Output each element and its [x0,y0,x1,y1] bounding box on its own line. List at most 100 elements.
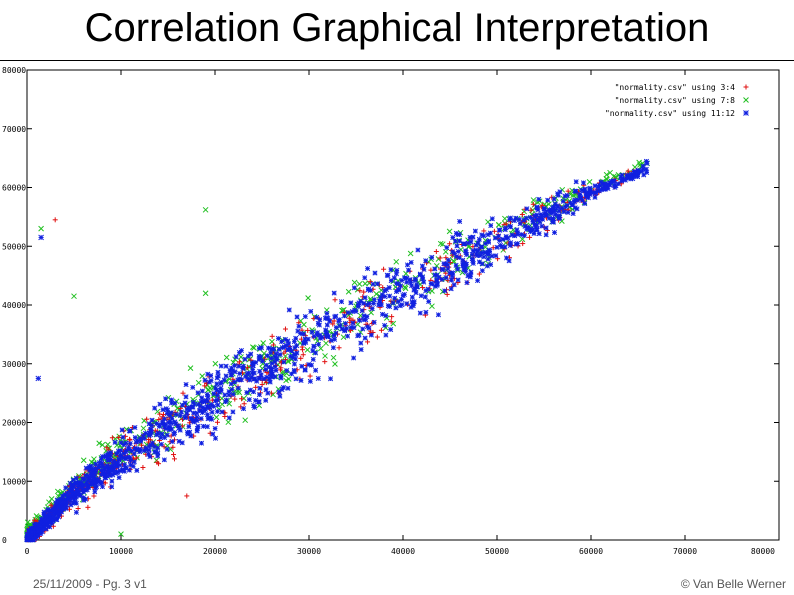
data-point [358,340,364,346]
data-point [134,455,140,461]
data-point [214,387,220,393]
data-point [507,216,513,223]
data-point [141,436,147,442]
data-point [46,499,52,506]
data-point [501,215,508,222]
data-point [91,456,97,462]
data-point [324,333,330,339]
data-point [161,457,167,463]
data-point [402,285,409,292]
data-point [316,322,322,328]
data-point [285,376,292,382]
data-point [479,261,485,267]
data-point [214,419,220,425]
data-point [541,206,547,212]
data-point [148,442,154,448]
data-point [543,232,549,238]
data-point [291,361,298,367]
data-point [460,241,467,247]
data-point [223,354,230,361]
data-point [570,211,576,217]
data-point [479,232,485,238]
data-point [485,232,491,238]
data-point [317,317,323,323]
data-point [171,431,177,437]
data-point [601,186,607,192]
data-point [158,441,164,447]
data-point [445,257,451,263]
data-point [428,267,434,273]
data-point [371,319,377,325]
data-point [360,326,366,332]
data-point [250,389,257,395]
data-point [178,409,184,415]
data-point [277,352,283,358]
data-point [592,183,598,189]
data-point [102,480,108,486]
x-tick-label: 20000 [203,547,227,556]
data-point [465,240,471,246]
data-point [238,354,244,360]
data-point [502,227,508,233]
data-point [88,481,94,487]
data-point [392,295,398,301]
data-point [253,384,259,390]
x-tick-label: 0 [25,547,30,556]
data-point [157,411,163,417]
data-point [206,379,212,385]
data-point [212,435,219,441]
data-point [122,462,128,468]
data-point [122,465,128,471]
data-point [475,240,481,246]
data-point [545,197,551,203]
data-point [49,507,55,513]
data-point [355,303,361,309]
data-point [63,485,69,491]
data-point [146,421,152,427]
data-point [319,334,325,340]
data-point [530,197,537,203]
data-point [127,441,133,447]
data-point [134,447,140,453]
data-point [256,357,262,363]
data-point [455,248,461,255]
data-point [238,404,244,410]
data-point [464,280,470,286]
data-point [532,213,538,219]
data-point [443,255,449,261]
data-point [370,329,376,335]
data-point [183,394,189,400]
data-point [278,373,284,379]
data-point [273,351,279,357]
data-point [325,316,331,322]
data-point [408,259,414,265]
data-point [324,322,330,328]
data-point [272,374,278,380]
data-point [404,279,410,285]
data-point [131,459,137,465]
data-point [80,489,86,495]
data-point [283,377,289,384]
data-point [265,345,272,351]
data-point [338,299,345,305]
data-point [55,509,61,516]
legend-label: "normality.csv" using 3:4 [615,83,736,92]
data-point [365,339,371,345]
data-point [268,369,274,375]
data-point [420,285,426,291]
data-point [435,312,441,318]
data-point [155,430,161,436]
data-point [634,170,640,176]
data-point [228,372,234,378]
data-point [362,335,368,341]
data-point [117,462,123,468]
data-point [488,262,494,268]
data-point [126,428,133,434]
data-point [248,351,254,357]
data-point [331,332,337,339]
data-point [451,282,457,288]
data-point [134,467,140,473]
data-point [96,463,102,469]
data-point [215,369,221,375]
data-point [296,323,302,329]
